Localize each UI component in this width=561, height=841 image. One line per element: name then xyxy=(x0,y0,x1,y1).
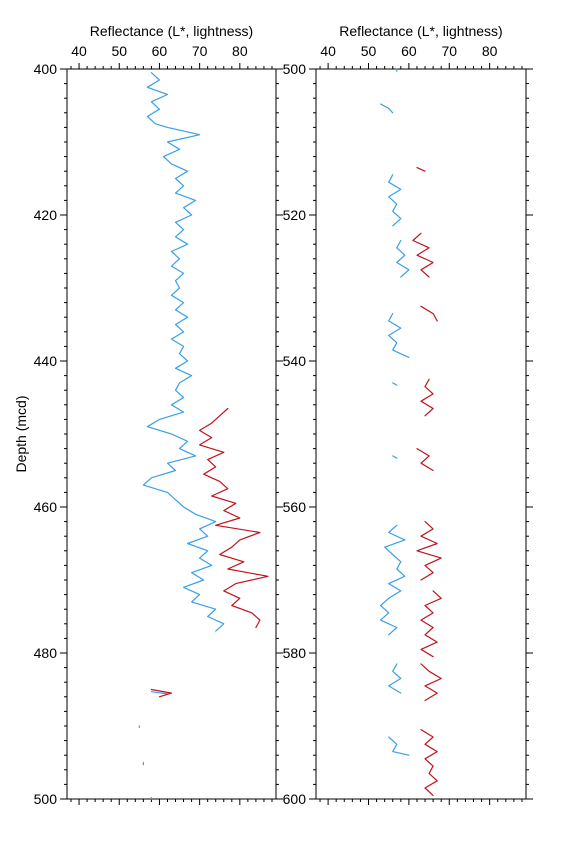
right-y-tick-label: 520 xyxy=(283,207,307,223)
left-blue-trace xyxy=(142,72,225,632)
left-x-ticks: 40 50 60 70 80 xyxy=(70,43,273,805)
right-y-tick-label: 580 xyxy=(283,645,307,661)
right-x-axis-title: Reflectance (L*, lightness) xyxy=(339,23,502,39)
right-x-ticks: 40 50 60 70 80 xyxy=(319,43,523,805)
right-y-tick-label: 540 xyxy=(283,353,307,369)
left-x-tick-label: 80 xyxy=(232,43,248,59)
left-x-tick-label: 50 xyxy=(111,43,127,59)
left-red-trace xyxy=(199,407,269,629)
right-y-tick-label: 500 xyxy=(283,61,307,77)
right-blue-trace xyxy=(388,736,410,756)
right-red-trace xyxy=(420,663,442,702)
left-x-tick-label: 60 xyxy=(152,43,168,59)
right-x-tick-label: 70 xyxy=(441,43,457,59)
left-y-tick-label: 420 xyxy=(34,207,58,223)
right-y-tick-label: 600 xyxy=(283,791,307,807)
right-y-tick-label: 560 xyxy=(283,499,307,515)
right-blue-trace xyxy=(388,313,410,358)
right-plot-frame xyxy=(315,68,527,800)
left-y-tick-label: 440 xyxy=(34,353,58,369)
left-x-tick-label: 40 xyxy=(71,43,87,59)
right-traces xyxy=(380,68,442,797)
left-blue-trace xyxy=(150,691,169,695)
right-blue-trace xyxy=(388,174,402,227)
right-blue-trace xyxy=(392,455,398,459)
right-panel: Reflectance (L*, lightness) 40 50 60 70 80 5… xyxy=(283,23,533,807)
left-x-axis-title: Reflectance (L*, lightness) xyxy=(90,23,253,39)
right-red-trace xyxy=(416,520,442,581)
left-y-tick-label: 500 xyxy=(34,791,58,807)
right-x-tick-label: 80 xyxy=(482,43,498,59)
right-red-trace xyxy=(420,305,438,322)
right-red-trace xyxy=(416,448,434,472)
left-y-ticks: 400 420 440 460 480 500 xyxy=(34,61,283,807)
right-blue-trace xyxy=(388,663,402,694)
left-panel: Reflectance (L*, lightness) 40 50 60 70 80 4… xyxy=(34,23,283,807)
right-red-trace xyxy=(412,232,434,278)
right-x-tick-label: 50 xyxy=(361,43,377,59)
right-blue-trace xyxy=(392,382,398,386)
right-red-trace xyxy=(420,590,442,658)
left-y-tick-label: 400 xyxy=(34,61,58,77)
right-y-ticks: 500 520 540 560 580 600 xyxy=(283,61,533,807)
left-y-tick-label: 460 xyxy=(34,499,58,515)
y-axis-title: Depth (mcd) xyxy=(13,395,29,472)
left-red-trace xyxy=(150,688,173,698)
right-blue-trace xyxy=(380,524,406,636)
right-blue-trace xyxy=(396,239,410,278)
left-x-tick-label: 70 xyxy=(192,43,208,59)
left-traces xyxy=(138,72,269,800)
right-red-trace xyxy=(420,378,434,417)
right-x-tick-label: 40 xyxy=(320,43,336,59)
right-x-tick-label: 60 xyxy=(401,43,417,59)
right-red-trace xyxy=(420,728,438,797)
left-y-tick-label: 480 xyxy=(34,645,58,661)
right-red-trace xyxy=(416,167,426,172)
right-blue-trace xyxy=(380,103,394,114)
